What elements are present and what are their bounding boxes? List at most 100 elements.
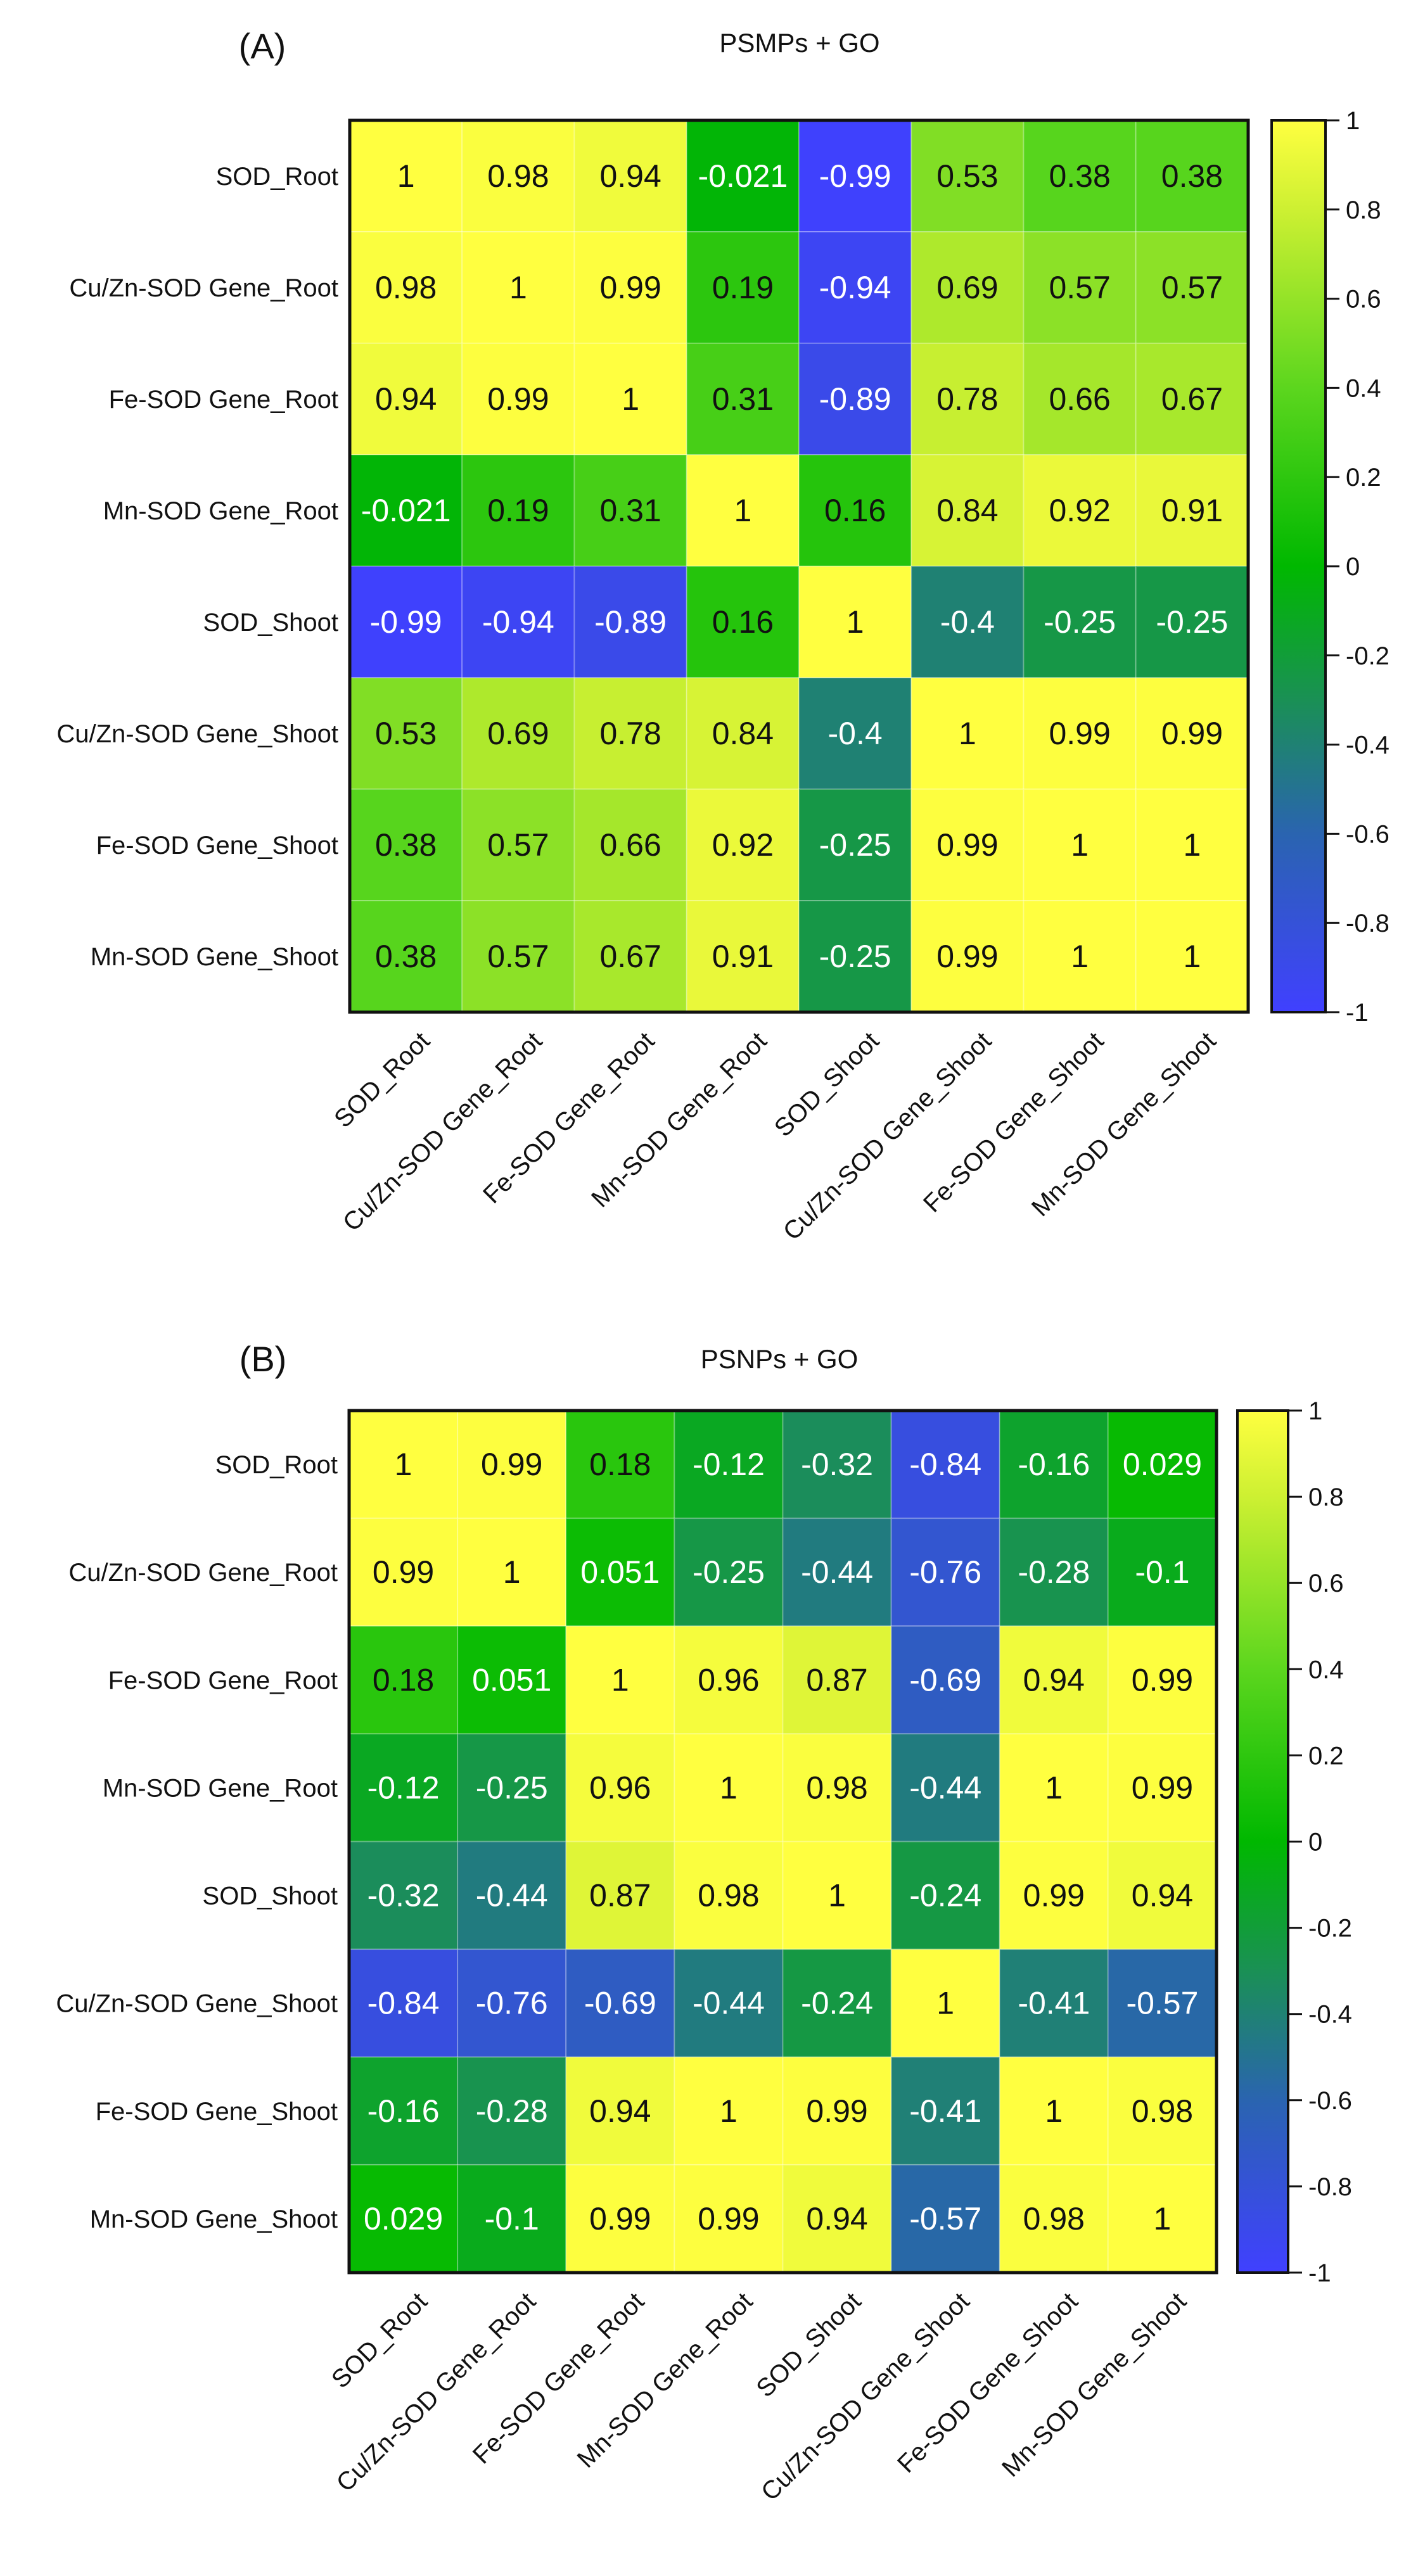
cell-value-label: 1: [1154, 2201, 1172, 2237]
cell-value-label: 1: [734, 493, 751, 528]
colorbar-tick-label: 0: [1346, 553, 1360, 581]
colorbar-tick-label: -1: [1346, 999, 1369, 1027]
heatmap-cell: [798, 789, 912, 901]
cell-value-label: 0.94: [589, 2093, 651, 2129]
row-label: Mn-SOD Gene_Shoot: [90, 2205, 338, 2233]
cell-value-label: 0.16: [712, 604, 774, 640]
heatmap-cell: [1107, 1518, 1217, 1627]
row-label: Cu/Zn-SOD Gene_Shoot: [56, 720, 338, 748]
cell-value-label: -0.021: [361, 493, 451, 528]
cell-value-label: 0.98: [698, 1878, 759, 1913]
cell-value-label: 1: [846, 604, 864, 640]
row-label: Fe-SOD Gene_Root: [108, 1666, 338, 1694]
colorbar-tick-label: -0.2: [1346, 642, 1389, 670]
colorbar-tick-label: -0.8: [1346, 910, 1389, 937]
heatmap-cell: [348, 1841, 459, 1950]
cell-value-label: -0.25: [1156, 604, 1228, 640]
heatmap-cell: [910, 231, 1025, 344]
cell-value-label: 0.84: [936, 493, 998, 528]
cell-value-label: 1: [936, 1986, 954, 2021]
cell-value-label: 1: [720, 2093, 738, 2129]
heatmap-cell: [890, 1733, 1000, 1843]
heatmap-cell: [782, 2056, 892, 2166]
heatmap-cell: [999, 2164, 1109, 2273]
colorbar-tick-label: 0.2: [1308, 1742, 1344, 1770]
heatmap-cell: [890, 1410, 1000, 1520]
cell-value-label: 0.94: [1132, 1878, 1193, 1913]
heatmap-cell: [910, 566, 1025, 678]
heatmap-cell: [461, 343, 575, 455]
cell-value-label: -0.25: [819, 939, 891, 974]
heatmap-cell: [1023, 677, 1137, 790]
cell-value-label: 0.57: [487, 939, 549, 974]
cell-value-label: 0.69: [487, 716, 549, 751]
cell-value-label: 0.78: [599, 716, 661, 751]
cell-value-label: 0.38: [1161, 158, 1223, 194]
cell-value-label: 0.38: [1049, 158, 1110, 194]
cell-value-label: -0.25: [819, 827, 891, 863]
cell-value-label: 1: [509, 270, 527, 305]
cell-value-label: 0.99: [487, 381, 549, 417]
cell-value-label: -0.25: [693, 1554, 765, 1590]
cell-value-label: 0.051: [472, 1662, 551, 1697]
chart-title: PSNPs + GO: [701, 1344, 859, 1374]
heatmap-panel-a: (A) PSMPs + GO 1 0.98 0.94 -0.021 -0.99 0.53 0.3…: [56, 26, 1389, 1246]
cell-value-label: 0.99: [1132, 1770, 1193, 1805]
heatmap-cell: [1107, 1841, 1217, 1950]
cell-value-label: -0.44: [801, 1554, 873, 1590]
heatmap-cell: [798, 120, 912, 232]
cell-value-label: -0.89: [594, 604, 667, 640]
cell-value-label: 0.18: [373, 1662, 434, 1697]
cell-value-label: 0.99: [698, 2201, 759, 2237]
cell-value-label: 0.99: [1049, 716, 1110, 751]
row-label: Fe-SOD Gene_Root: [109, 386, 338, 414]
column-label: Mn-SOD Gene_Shoot: [1026, 1027, 1222, 1222]
cell-value-label: 1: [959, 716, 976, 751]
heatmap-cell: [457, 1518, 567, 1627]
heatmap-cell: [1023, 454, 1137, 567]
row-label: Mn-SOD Gene_Root: [103, 1774, 338, 1802]
heatmap-cell: [1135, 566, 1249, 678]
cell-value-label: -0.25: [476, 1770, 548, 1805]
cell-value-label: -0.12: [693, 1447, 765, 1482]
cell-value-label: -0.1: [485, 2201, 539, 2237]
heatmap-cell: [565, 2056, 675, 2166]
heatmap-cell: [890, 1841, 1000, 1950]
cell-value-label: -0.41: [909, 2093, 981, 2129]
cell-value-label: -0.89: [819, 381, 891, 417]
cell-value-label: 0.19: [712, 270, 774, 305]
cell-value-label: -0.28: [1018, 1554, 1090, 1590]
heatmap-cell: [798, 900, 912, 1013]
cell-value-label: 0.99: [599, 270, 661, 305]
colorbar-tick-label: -0.4: [1308, 2001, 1352, 2029]
cell-value-label: 0.029: [1123, 1447, 1202, 1482]
heatmap-cell: [565, 1410, 675, 1520]
colorbar-tick-label: -1: [1308, 2259, 1331, 2287]
column-label: Fe-SOD Gene_Shoot: [918, 1027, 1109, 1218]
heatmap-cell: [910, 789, 1025, 901]
heatmap-cell: [1135, 900, 1249, 1013]
heatmap-cell: [999, 1948, 1109, 2058]
heatmap-cell: [573, 900, 687, 1013]
cell-value-label: 1: [503, 1554, 521, 1590]
heatmap-cell: [1023, 566, 1137, 678]
cell-value-label: 0.99: [806, 2093, 867, 2129]
heatmap-cell: [782, 1410, 892, 1520]
colorbar-tick-label: -0.2: [1308, 1915, 1352, 1943]
column-label: SOD_Root: [326, 2287, 433, 2394]
column-label: SOD_Root: [329, 1027, 435, 1133]
cell-value-label: 0.99: [936, 827, 998, 863]
colorbar-tick-label: -0.6: [1346, 820, 1389, 848]
cell-value-label: 1: [1045, 2093, 1063, 2129]
cell-value-label: 0.99: [1023, 1878, 1085, 1913]
colorbar-tick-label: 0.4: [1346, 374, 1381, 402]
cell-value-label: 0.92: [1049, 493, 1110, 528]
heatmap-cell: [1107, 2164, 1217, 2273]
panel-label: (A): [239, 26, 286, 66]
colorbar-tick-label: 1: [1308, 1397, 1322, 1425]
colorbar-tick-label: 0.2: [1346, 464, 1381, 492]
colorbar-tick-label: 1: [1346, 107, 1360, 135]
cell-value-label: 1: [622, 381, 639, 417]
cell-value-label: 0.87: [806, 1662, 867, 1697]
heatmap-cell: [1107, 1948, 1217, 2058]
